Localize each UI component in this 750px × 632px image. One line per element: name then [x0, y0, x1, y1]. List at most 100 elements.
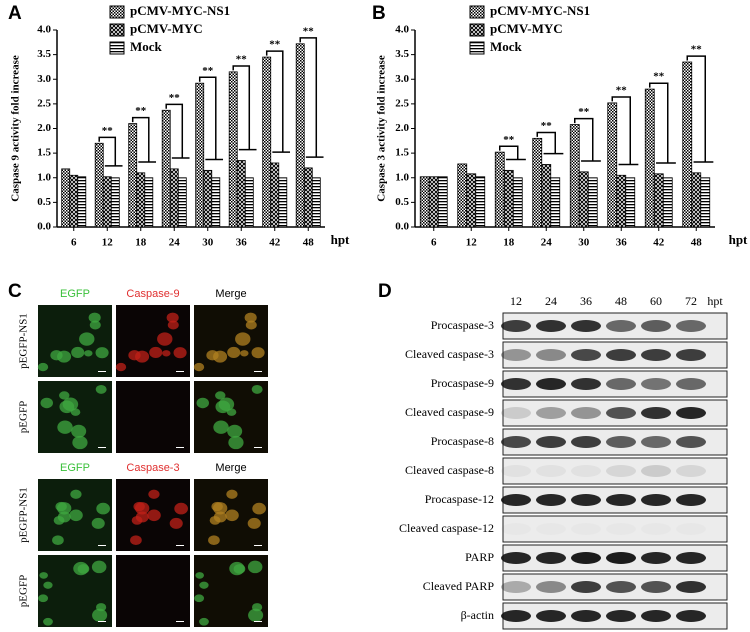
- bar: [466, 173, 477, 228]
- band: [571, 436, 601, 448]
- significance-bracket: [611, 96, 639, 166]
- scale-bar: [254, 621, 262, 622]
- x-tick-label: 24: [169, 237, 181, 249]
- cell: [59, 391, 70, 400]
- significance-label: **: [616, 85, 628, 97]
- scale-bar: [176, 621, 184, 622]
- x-tick-label: 12: [102, 237, 114, 249]
- lane-label: 24: [545, 294, 557, 308]
- cell: [227, 424, 243, 438]
- band: [536, 407, 566, 419]
- legend-label: pCMV-MYC: [490, 21, 563, 36]
- significance-bracket: [98, 136, 123, 167]
- cell: [225, 509, 239, 522]
- cell: [227, 346, 241, 358]
- cell: [96, 502, 110, 515]
- blot-strip: [502, 515, 728, 543]
- cell: [43, 581, 53, 589]
- cell: [134, 502, 150, 515]
- blot-strip: [501, 428, 728, 456]
- cell: [89, 320, 101, 330]
- y-axis-label: Caspase 3 activity fold increase: [376, 55, 388, 202]
- band: [571, 552, 601, 564]
- x-tick-label: 24: [541, 237, 553, 249]
- column-header: Caspase-9: [126, 288, 179, 300]
- micrograph-bg: [38, 305, 112, 377]
- blot-strip: [501, 370, 728, 398]
- cell: [56, 502, 72, 515]
- bar: [110, 177, 120, 228]
- micrograph-bg: [116, 381, 190, 453]
- scale-bar: [254, 447, 262, 448]
- blot-strip: [501, 399, 728, 427]
- significance-label: **: [691, 44, 703, 56]
- significance-label: **: [503, 134, 515, 146]
- row-label: pEGFP: [18, 401, 30, 433]
- x-tick-label: 6: [71, 237, 77, 249]
- bar: [494, 151, 505, 228]
- band: [641, 494, 671, 506]
- legend-swatch: [469, 5, 485, 19]
- bar: [311, 177, 321, 228]
- cell: [91, 517, 105, 529]
- x-tick-label: 42: [653, 237, 665, 249]
- bar: [270, 162, 280, 228]
- cell: [95, 384, 107, 394]
- significance-bracket: [299, 37, 324, 158]
- bar: [177, 177, 187, 228]
- band: [641, 552, 671, 564]
- column-header: Merge: [215, 288, 246, 300]
- blot-strip: [501, 573, 728, 601]
- bar: [653, 173, 664, 228]
- x-tick-label: 36: [616, 237, 628, 249]
- cell: [245, 320, 257, 330]
- column-header: Caspase-3: [126, 462, 179, 474]
- blot-label: Cleaved PARP: [423, 579, 495, 593]
- cell: [72, 435, 88, 450]
- band: [641, 407, 671, 419]
- cell: [95, 603, 107, 612]
- significance-label: **: [169, 92, 181, 104]
- blot-label: Cleaved caspase-12: [399, 521, 494, 535]
- x-axis-label: hpt: [331, 232, 350, 247]
- legend-swatch: [469, 23, 485, 37]
- blot-label: Cleaved caspase-8: [405, 463, 494, 477]
- y-tick-label: 2.5: [37, 97, 51, 109]
- band: [536, 378, 566, 390]
- x-tick-label: 18: [135, 237, 147, 249]
- micrograph: [116, 555, 190, 627]
- significance-label: **: [269, 39, 281, 51]
- band: [571, 610, 601, 622]
- cell: [215, 391, 226, 400]
- cell: [251, 384, 263, 394]
- band: [676, 581, 706, 593]
- bar: [94, 142, 104, 228]
- band: [606, 378, 636, 390]
- cell: [235, 332, 251, 346]
- cell: [167, 320, 179, 330]
- band: [536, 436, 566, 448]
- lane-unit: hpt: [707, 294, 723, 308]
- x-tick-label: 6: [431, 237, 437, 249]
- significance-bracket: [686, 55, 714, 163]
- column-header: Merge: [215, 462, 246, 474]
- x-tick-label: 42: [269, 237, 281, 249]
- legend-swatch: [469, 41, 485, 55]
- significance-label: **: [135, 105, 147, 117]
- panel-label: D: [378, 281, 392, 302]
- cell: [149, 346, 163, 358]
- band: [606, 552, 636, 564]
- blot-label: Procaspase-12: [425, 492, 494, 506]
- panel-label: C: [8, 281, 22, 302]
- legend-swatch: [109, 41, 125, 55]
- band: [571, 523, 601, 535]
- significance-bracket: [198, 76, 224, 161]
- blot-bg: [502, 515, 728, 543]
- bar: [475, 176, 486, 228]
- blot-label: Procaspase-9: [431, 376, 494, 390]
- band: [676, 320, 706, 332]
- cell: [251, 603, 263, 612]
- micrograph: [194, 555, 268, 627]
- y-tick-label: 2.0: [37, 122, 51, 134]
- significance-label: **: [578, 106, 590, 118]
